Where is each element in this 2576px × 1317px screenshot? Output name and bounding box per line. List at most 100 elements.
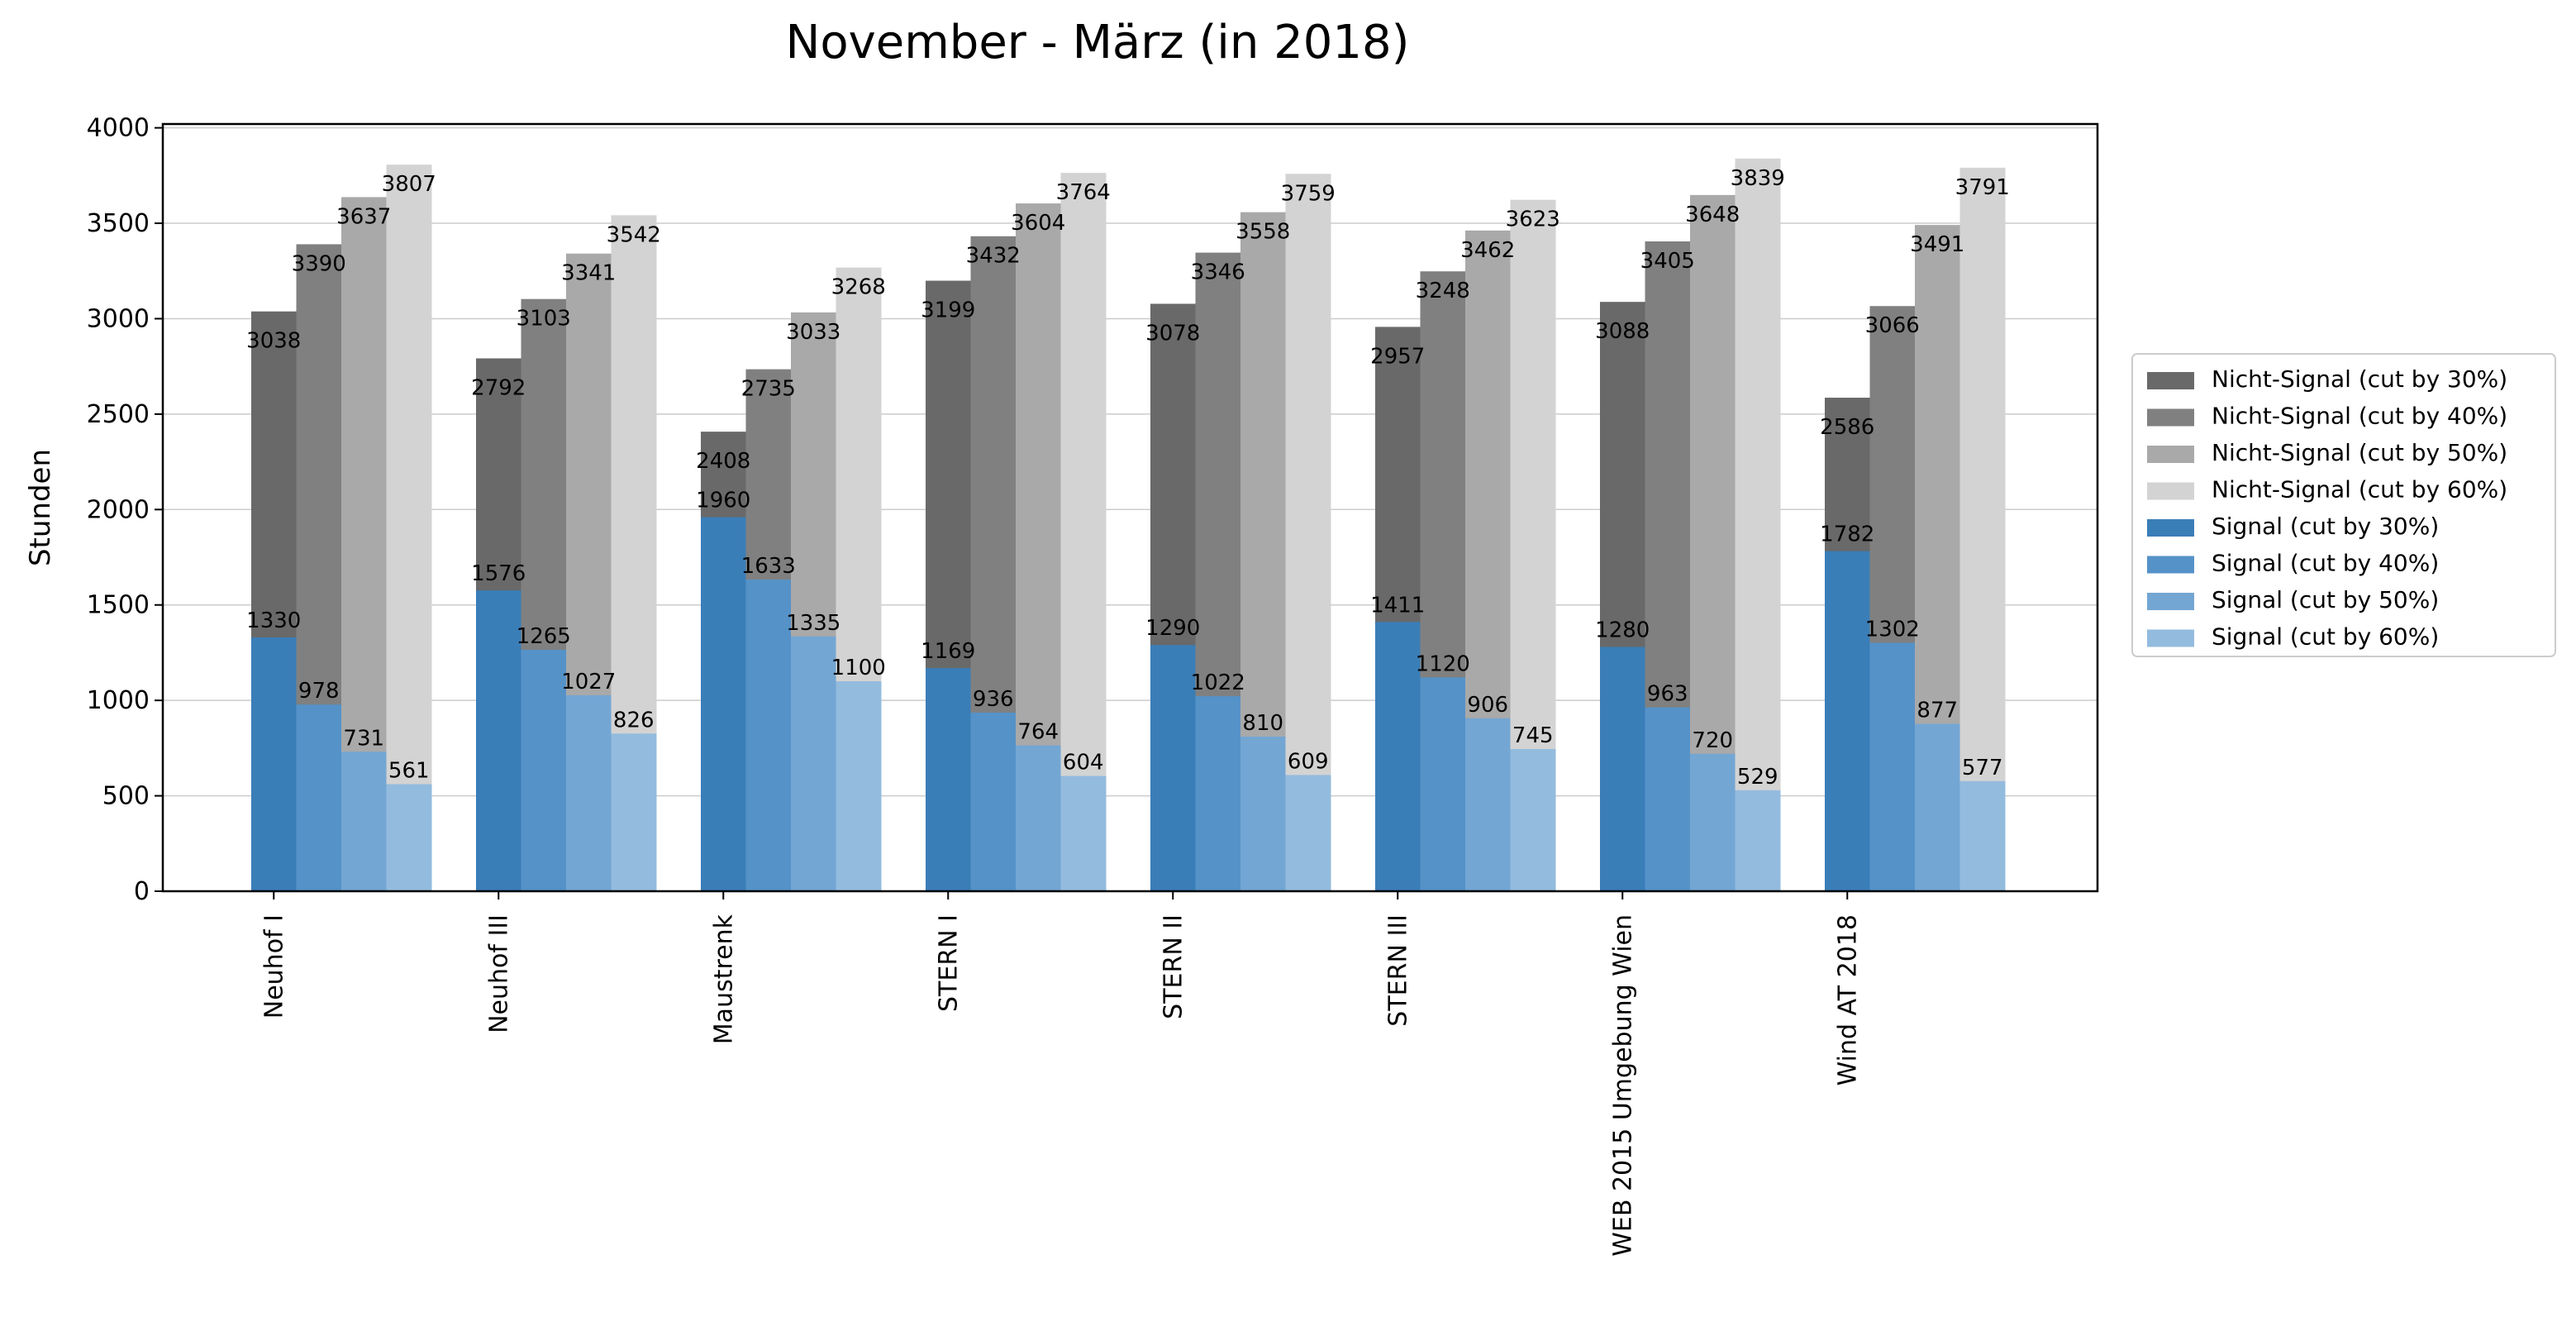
- data-label-nicht-signal: 3648: [1685, 203, 1740, 227]
- bar-signal: [1465, 718, 1511, 891]
- bar-signal: [1285, 775, 1331, 891]
- data-label-signal: 731: [343, 726, 384, 751]
- data-label-nicht-signal: 2735: [741, 377, 796, 402]
- data-label-nicht-signal: 3759: [1281, 181, 1336, 206]
- data-label-signal: 745: [1512, 723, 1554, 748]
- data-label-nicht-signal: 3268: [831, 275, 886, 300]
- data-label-nicht-signal: 3791: [1955, 175, 2010, 200]
- legend-swatch: [2147, 482, 2194, 500]
- y-tick-label: 500: [102, 782, 150, 811]
- bar-nicht-signal: [386, 165, 432, 891]
- data-label-signal: 577: [1962, 756, 2003, 780]
- data-label-signal: 604: [1063, 751, 1104, 775]
- bar-signal: [1016, 745, 1061, 891]
- data-label-nicht-signal: 3390: [292, 251, 346, 276]
- data-label-signal: 1576: [471, 561, 526, 586]
- legend-swatch: [2147, 446, 2194, 463]
- legend-swatch: [2147, 556, 2194, 574]
- data-label-nicht-signal: 2408: [696, 449, 750, 474]
- bar-signal: [970, 712, 1017, 891]
- y-axis-label: Stunden: [24, 449, 57, 566]
- legend-swatch: [2147, 372, 2194, 389]
- bar-signal: [296, 704, 342, 891]
- legend-swatch: [2147, 408, 2194, 427]
- data-label-nicht-signal: 3248: [1416, 279, 1470, 303]
- data-label-nicht-signal: 3346: [1191, 260, 1245, 285]
- bar-signal: [1869, 642, 1916, 891]
- y-tick-label: 1000: [87, 686, 150, 715]
- y-tick-label: 3000: [87, 304, 150, 333]
- data-label-signal: 1022: [1191, 670, 1245, 695]
- data-label-nicht-signal: 3066: [1865, 313, 1920, 338]
- bar-nicht-signal: [1959, 167, 2006, 892]
- bar-signal: [1645, 707, 1691, 891]
- bar-nicht-signal: [1285, 174, 1331, 892]
- bar-signal: [1825, 551, 1870, 891]
- data-label-signal: 561: [388, 758, 430, 783]
- data-label-signal: 963: [1647, 682, 1688, 707]
- data-label-signal: 1960: [696, 489, 750, 513]
- x-tick-label: Wind AT 2018: [1833, 914, 1862, 1086]
- data-label-nicht-signal: 3078: [1145, 321, 1200, 346]
- data-label-nicht-signal: 3462: [1460, 238, 1515, 263]
- legend-entry: Signal (cut by 40%): [2212, 550, 2439, 577]
- bar-signal: [521, 649, 567, 891]
- data-label-signal: 1265: [517, 624, 571, 649]
- bar-signal: [701, 517, 746, 891]
- data-label-signal: 1290: [1145, 616, 1200, 641]
- bar-signal: [1510, 749, 1556, 891]
- bar-signal: [1735, 790, 1781, 891]
- data-label-nicht-signal: 3038: [246, 329, 301, 354]
- y-tick-label: 1500: [87, 591, 150, 620]
- legend: Nicht-Signal (cut by 30%) Nicht-Signal (c…: [2131, 353, 2556, 657]
- x-tick-label: Neuhof III: [484, 914, 513, 1033]
- bar-signal: [1195, 696, 1241, 891]
- y-tick-label: 4000: [87, 114, 150, 143]
- data-label-signal: 1027: [561, 670, 616, 694]
- data-label-nicht-signal: 3604: [1011, 211, 1065, 236]
- bars: [251, 158, 2006, 892]
- data-label-signal: 877: [1917, 699, 1958, 723]
- data-label-nicht-signal: 3807: [382, 172, 436, 197]
- y-tick-label: 3500: [87, 209, 150, 238]
- bar-signal: [251, 637, 297, 891]
- legend-entry: Nicht-Signal (cut by 60%): [2212, 476, 2507, 503]
- legend-entry: Signal (cut by 60%): [2212, 623, 2439, 651]
- data-label-nicht-signal: 3432: [966, 244, 1021, 269]
- data-label-signal: 1335: [786, 611, 840, 636]
- x-tick-label: Neuhof I: [260, 914, 288, 1019]
- data-label-nicht-signal: 3623: [1506, 208, 1560, 232]
- data-label-nicht-signal: 3405: [1640, 249, 1695, 274]
- bar-signal: [1375, 622, 1421, 891]
- data-label-nicht-signal: 3542: [607, 222, 661, 247]
- data-label-signal: 609: [1288, 749, 1329, 774]
- bar-signal: [566, 694, 612, 891]
- y-axis-ticks: 0 500 1000 1500 2000 2500 3000 3500 4000: [87, 114, 163, 906]
- data-label-signal: 936: [973, 687, 1014, 712]
- x-tick-label: WEB 2015 Umgebung Wien: [1608, 914, 1637, 1257]
- bar-signal: [1150, 645, 1196, 891]
- legend-frame: [2131, 353, 2556, 657]
- legend-entry: Nicht-Signal (cut by 40%): [2212, 403, 2507, 430]
- bar-signal: [476, 590, 521, 891]
- data-label-nicht-signal: 3764: [1056, 180, 1111, 205]
- y-tick-label: 2500: [87, 400, 150, 429]
- legend-entry: Signal (cut by 30%): [2212, 513, 2439, 540]
- bar-signal: [1060, 775, 1107, 891]
- bar-signal: [1915, 723, 1960, 891]
- data-label-signal: 764: [1017, 720, 1059, 745]
- x-tick-label: STERN II: [1159, 914, 1188, 1019]
- data-label-nicht-signal: 2957: [1370, 344, 1425, 369]
- data-label-signal: 1330: [246, 608, 301, 633]
- data-label-signal: 978: [298, 679, 340, 704]
- bar-signal: [341, 752, 387, 891]
- data-label-signal: 529: [1737, 765, 1778, 790]
- bar-signal: [1240, 737, 1286, 891]
- legend-entry: Nicht-Signal (cut by 50%): [2212, 439, 2507, 466]
- legend-swatch: [2147, 629, 2194, 647]
- data-label-nicht-signal: 3637: [336, 204, 391, 229]
- data-label-signal: 1169: [921, 639, 975, 664]
- data-label-nicht-signal: 3839: [1731, 166, 1785, 191]
- legend-swatch: [2147, 519, 2194, 537]
- gridlines: [163, 126, 2097, 797]
